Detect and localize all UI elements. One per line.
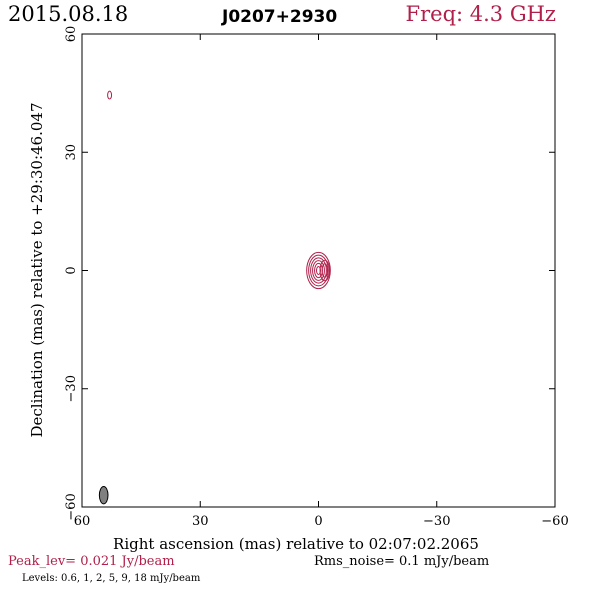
contour-lines bbox=[107, 90, 331, 290]
contour-jet-east bbox=[319, 259, 331, 282]
y-tick-label: −60 bbox=[64, 493, 79, 520]
contour-jet-east bbox=[321, 263, 329, 278]
x-tick-label: 0 bbox=[314, 514, 322, 529]
y-axis-label: Declination (mas) relative to +29:30:46.… bbox=[28, 102, 46, 437]
x-tick-label: 60 bbox=[74, 514, 91, 529]
x-axis-label: Right ascension (mas) relative to 02:07:… bbox=[113, 535, 479, 553]
beam-ellipse bbox=[98, 486, 109, 505]
contour-core bbox=[314, 262, 323, 279]
beam-shape bbox=[98, 486, 109, 505]
y-tick-label: −30 bbox=[64, 375, 79, 402]
peak-level: Peak_lev= 0.021 Jy/beam bbox=[8, 554, 175, 569]
y-tick-label: 60 bbox=[64, 26, 79, 43]
contour-spurious-component bbox=[107, 90, 113, 100]
x-tick-labels: 60 30 0 −30 −60 bbox=[74, 514, 569, 529]
contour-core bbox=[312, 260, 325, 281]
y-tick-labels: 60 30 0 −30 −60 bbox=[64, 26, 79, 521]
contour-levels: Levels: 0.6, 1, 2, 5, 9, 18 mJy/beam bbox=[22, 573, 201, 584]
x-tick-label: −60 bbox=[541, 514, 568, 529]
rms-noise: Rms_noise= 0.1 mJy/beam bbox=[314, 554, 490, 569]
y-tick-label: 0 bbox=[64, 266, 79, 274]
observation-date: 2015.08.18 bbox=[8, 2, 129, 26]
contour-core bbox=[310, 257, 327, 284]
axis-ticks bbox=[81, 33, 556, 508]
frequency-label: Freq: 4.3 GHz bbox=[405, 2, 556, 26]
source-name: J0207+2930 bbox=[222, 7, 338, 27]
y-tick-label: 30 bbox=[64, 144, 79, 161]
contour-core bbox=[306, 251, 331, 290]
contour-core bbox=[308, 254, 329, 287]
plot-frame bbox=[81, 33, 556, 508]
x-tick-label: −30 bbox=[423, 514, 450, 529]
x-tick-label: 30 bbox=[192, 514, 209, 529]
